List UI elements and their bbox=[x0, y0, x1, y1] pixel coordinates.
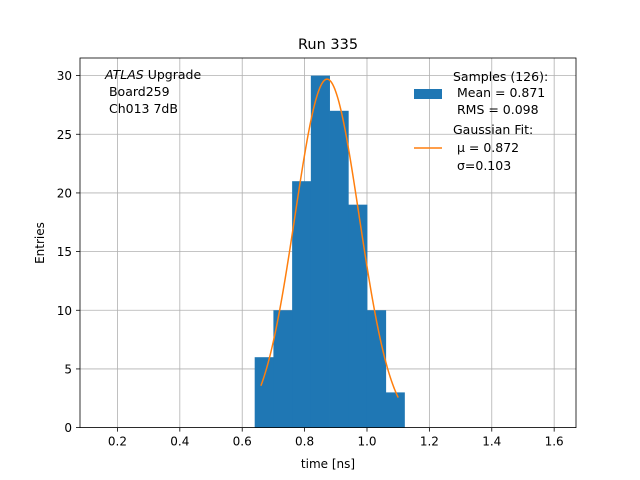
x-tick-label: 0.6 bbox=[233, 435, 252, 449]
x-tick-label: 0.2 bbox=[108, 435, 127, 449]
histogram-bar bbox=[366, 310, 387, 428]
y-tick-label: 20 bbox=[57, 186, 72, 200]
annotation-upgrade: Upgrade bbox=[144, 67, 202, 82]
y-tick-label: 25 bbox=[57, 128, 72, 142]
y-tick-label: 0 bbox=[64, 421, 72, 435]
x-tick-label: 0.8 bbox=[295, 435, 314, 449]
legend-histogram-line2: Mean = 0.871 bbox=[453, 85, 545, 100]
legend-fit-line3: σ=0.103 bbox=[453, 158, 511, 173]
x-axis-ticks: 0.2 0.4 0.6 0.8 1.0 1.2 1.4 1.6 bbox=[108, 427, 564, 449]
annotation-board: Board259 bbox=[105, 84, 170, 99]
annotation-channel: Ch013 7dB bbox=[105, 101, 178, 116]
annotation-atlas: ATLAS bbox=[104, 67, 144, 82]
y-axis-label: Entries bbox=[33, 222, 47, 264]
histogram-bar bbox=[348, 204, 368, 428]
histogram-bar bbox=[254, 357, 274, 428]
legend-histogram-line1: Samples (126): bbox=[453, 69, 548, 84]
y-tick-label: 15 bbox=[57, 245, 72, 259]
legend-fit-line1: Gaussian Fit: bbox=[453, 122, 533, 137]
histogram-bar bbox=[329, 110, 349, 428]
y-tick-label: 30 bbox=[57, 69, 72, 83]
histogram-bar bbox=[385, 392, 405, 428]
x-tick-label: 1.0 bbox=[357, 435, 376, 449]
x-tick-label: 1.4 bbox=[482, 435, 501, 449]
histogram-bars bbox=[254, 75, 405, 428]
histogram-bar bbox=[310, 75, 330, 428]
legend: Samples (126): Mean = 0.871 RMS = 0.098 … bbox=[414, 69, 548, 173]
x-axis-label: time [ns] bbox=[301, 457, 355, 471]
legend-fit-line2: μ = 0.872 bbox=[453, 140, 519, 155]
histogram-bar bbox=[273, 310, 293, 428]
x-tick-label: 1.2 bbox=[420, 435, 439, 449]
y-tick-label: 5 bbox=[64, 362, 72, 376]
y-axis-ticks: 0 5 10 15 20 25 30 bbox=[57, 69, 80, 435]
legend-histogram-swatch bbox=[414, 89, 442, 99]
chart-title: Run 335 bbox=[298, 37, 358, 53]
x-tick-label: 0.4 bbox=[170, 435, 189, 449]
histogram-bar bbox=[292, 181, 312, 428]
legend-histogram-line3: RMS = 0.098 bbox=[453, 102, 539, 117]
gaussian-fit-curve bbox=[260, 78, 399, 398]
x-tick-label: 1.6 bbox=[545, 435, 564, 449]
plot-frame bbox=[79, 57, 577, 429]
svg-text:ATLAS Upgrade: ATLAS Upgrade bbox=[104, 67, 201, 82]
y-tick-label: 10 bbox=[57, 304, 72, 318]
annotation-text: ATLAS Upgrade Board259 Ch013 7dB bbox=[104, 67, 201, 116]
